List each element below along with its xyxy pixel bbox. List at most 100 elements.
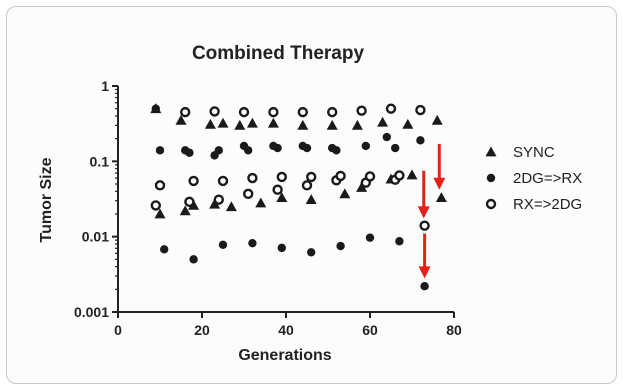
2dg-rx-point — [365, 233, 375, 242]
legend-label: SYNC — [513, 144, 555, 161]
legend-marker — [486, 173, 496, 183]
sync-point — [406, 169, 418, 180]
data-points — [150, 103, 447, 291]
rx-2dg-point — [419, 220, 430, 231]
chart-title: Combined Therapy — [192, 43, 365, 64]
2dg-rx-point — [160, 245, 169, 254]
rx-2dg-point — [154, 180, 166, 191]
rx-2dg-point — [394, 170, 405, 181]
rx-2dg-point — [209, 106, 220, 117]
rx-2dg-point — [276, 171, 287, 183]
sync-point — [435, 192, 447, 203]
rx-2dg-point — [335, 170, 346, 182]
sync-point — [326, 119, 338, 130]
2dg-rx-point — [277, 243, 286, 253]
x-tick-label: 80 — [446, 322, 462, 338]
2dg-rx-point — [307, 248, 316, 257]
rx-2dg-point — [415, 104, 426, 116]
2dg-rx-point — [361, 141, 370, 151]
2dg-rx-point — [395, 237, 404, 246]
2dg-rx-point — [214, 146, 223, 155]
sync-point — [209, 198, 221, 209]
rx-2dg-point — [242, 188, 254, 200]
legend-label: RX=>2DG — [513, 196, 582, 213]
x-axis-label: Generations — [238, 347, 331, 364]
legend-marker — [485, 198, 497, 210]
rx-2dg-point — [179, 106, 191, 118]
legend-item: RX=>2DG — [485, 196, 582, 213]
red-arrow-head — [417, 206, 430, 219]
rx-2dg-point — [364, 171, 376, 182]
y-tick-label: 0.01 — [82, 229, 109, 245]
rx-2dg-point — [150, 200, 162, 211]
red-arrow-head — [418, 266, 431, 279]
2dg-rx-point — [302, 143, 312, 153]
rx-2dg-point — [217, 175, 229, 187]
x-tick-label: 0 — [114, 322, 122, 338]
2dg-rx-point — [391, 143, 400, 153]
sync-point — [267, 117, 279, 128]
2dg-rx-point — [336, 241, 345, 251]
sync-point — [255, 197, 267, 208]
sync-point — [339, 188, 351, 199]
rx-2dg-point — [213, 194, 225, 205]
sync-point — [179, 205, 191, 216]
legend-marker — [485, 146, 497, 157]
rx-2dg-point — [272, 184, 283, 195]
sync-point — [305, 194, 317, 205]
2dg-rx-point — [420, 282, 429, 291]
rx-2dg-point — [301, 180, 313, 191]
rx-2dg-point — [268, 106, 279, 118]
rx-2dg-point — [297, 106, 308, 118]
legend: SYNC 2DG=>RX RX=>2DG — [485, 144, 582, 213]
y-axis-label: Tumor Size — [38, 157, 55, 242]
red-arrow — [417, 170, 430, 219]
sync-point — [246, 117, 258, 128]
legend-item: 2DG=>RX — [486, 170, 582, 187]
2dg-rx-point — [155, 146, 165, 155]
x-tick-label: 20 — [194, 322, 210, 338]
x-tick-label: 60 — [362, 322, 378, 338]
y-tick-label: 0.1 — [90, 153, 110, 169]
sync-point — [225, 201, 237, 212]
rx-2dg-point — [238, 106, 250, 118]
sync-point — [234, 119, 246, 130]
sync-point — [356, 181, 368, 192]
legend-item: SYNC — [485, 144, 555, 161]
x-tick-label: 40 — [278, 322, 294, 338]
sync-point — [175, 114, 187, 125]
2dg-rx-point — [185, 148, 194, 157]
red-arrow — [433, 143, 446, 190]
sync-point — [297, 119, 309, 130]
sync-point — [276, 192, 288, 203]
sync-point — [377, 116, 389, 127]
2dg-rx-point — [218, 240, 228, 249]
y-tick-label: 0.001 — [74, 304, 109, 320]
sync-point — [402, 118, 414, 129]
rx-2dg-point — [385, 103, 397, 114]
2dg-rx-point — [273, 143, 282, 153]
sync-point — [351, 119, 363, 130]
rx-2dg-point — [356, 105, 367, 116]
2dg-rx-point — [244, 146, 253, 155]
annotation-arrows — [417, 143, 446, 279]
y-tick-label: 1 — [101, 78, 109, 94]
legend-label: 2DG=>RX — [513, 170, 582, 187]
rx-2dg-point — [327, 106, 338, 118]
red-arrow-head — [433, 177, 446, 190]
2dg-rx-point — [332, 146, 341, 155]
sync-point — [217, 117, 229, 128]
axes: 0 20 40 60 80 0.001 0.01 0.1 1 — [74, 78, 462, 338]
sync-point — [431, 114, 443, 125]
2dg-rx-point — [382, 132, 391, 142]
rx-2dg-point — [306, 171, 317, 183]
rx-2dg-point — [184, 196, 195, 208]
2dg-rx-point — [151, 104, 160, 113]
rx-2dg-point — [188, 175, 199, 187]
rx-2dg-point — [247, 172, 258, 184]
2dg-rx-point — [248, 238, 257, 248]
2dg-rx-point — [189, 255, 198, 264]
red-arrow — [418, 233, 431, 279]
sync-point — [154, 208, 166, 219]
